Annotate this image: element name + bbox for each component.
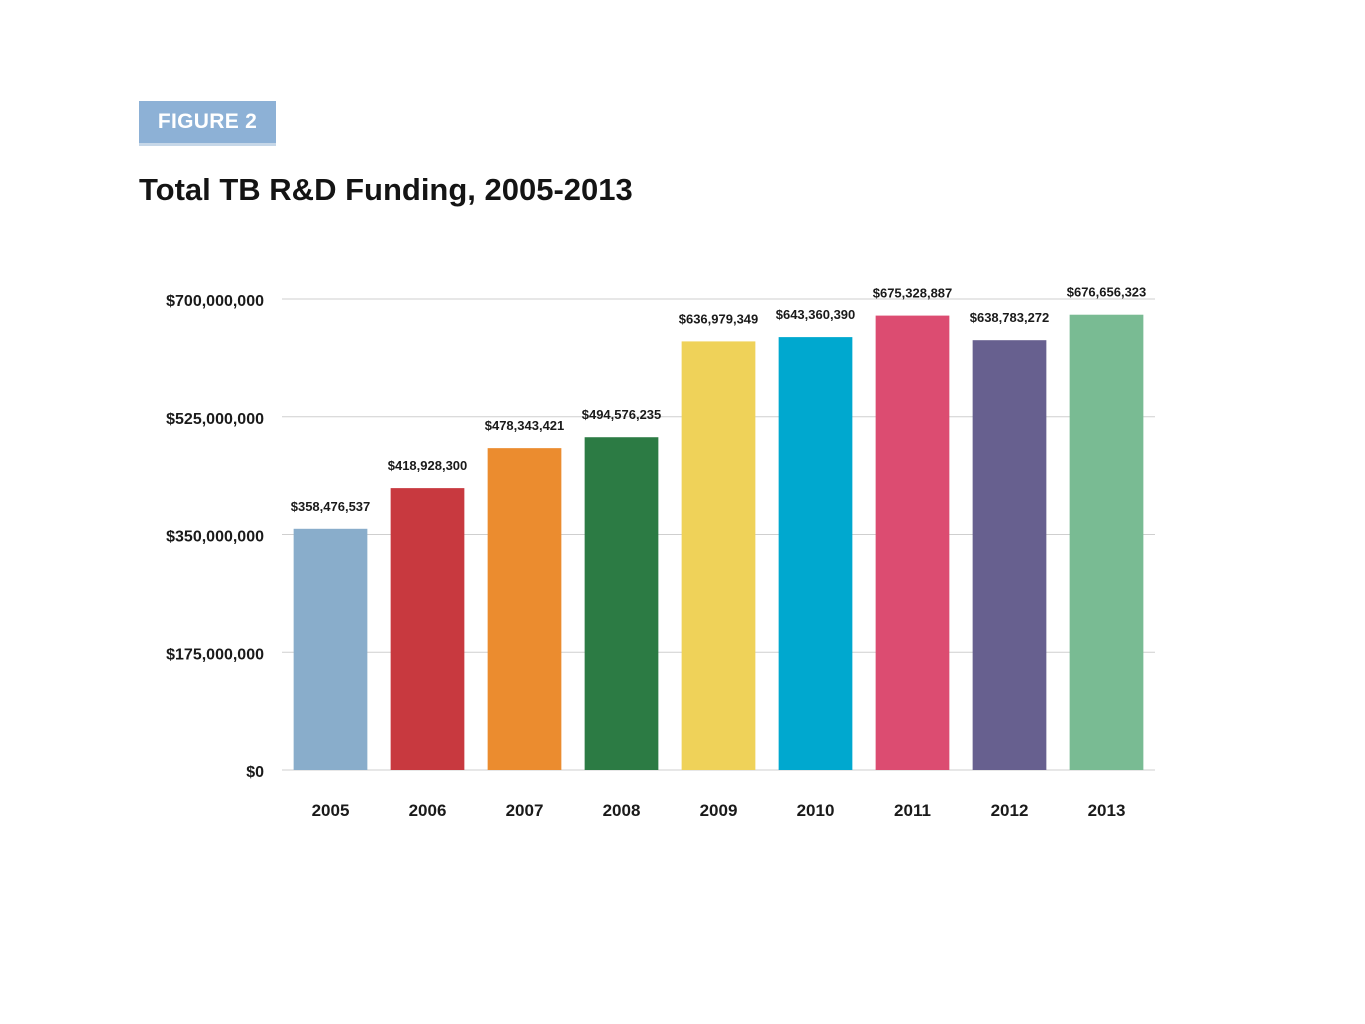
x-tick-label: 2005 [312,801,350,820]
bar-2013 [1069,314,1144,770]
bars [293,314,1144,770]
y-tick-label: $350,000,000 [166,529,264,546]
data-label-2005: $358,476,537 [291,499,371,514]
x-tick-label: 2007 [506,801,544,820]
chart-title: Total TB R&D Funding, 2005-2013 [139,172,633,207]
bar-2005 [293,528,368,770]
bar-2011 [875,315,950,770]
data-label-2013: $676,656,323 [1067,285,1147,300]
data-labels: $358,476,537 $418,928,300 $478,343,421 $494… [291,285,1147,514]
data-label-2009: $636,979,349 [679,311,759,326]
x-axis-tick-labels: 2005 2006 2007 2008 2009 2010 2011 2012 2013 [312,801,1126,820]
x-tick-label: 2011 [894,801,931,820]
x-tick-label: 2012 [991,801,1029,820]
data-label-2008: $494,576,235 [582,407,662,422]
y-tick-label: $175,000,000 [166,646,264,663]
bar-2009 [681,341,756,770]
x-tick-label: 2013 [1088,801,1126,820]
x-tick-label: 2009 [700,801,738,820]
y-tick-label: $525,000,000 [166,411,264,428]
bar-2010 [778,337,853,770]
x-tick-label: 2010 [797,801,835,820]
data-label-2006: $418,928,300 [388,458,468,473]
bar-2012 [972,340,1047,770]
data-label-2010: $643,360,390 [776,307,856,322]
data-label-2012: $638,783,272 [970,310,1050,325]
y-tick-label: $0 [246,764,264,781]
bar-2007 [487,448,562,770]
data-label-2007: $478,343,421 [485,418,565,433]
bar-2008 [584,437,659,770]
figure-badge: FIGURE 2 [139,101,276,143]
bar-2006 [390,488,465,770]
y-tick-label: $700,000,000 [166,293,264,310]
x-tick-label: 2006 [409,801,447,820]
y-axis-tick-labels: $0 $175,000,000 $350,000,000 $525,000,000 $7… [166,293,264,781]
data-label-2011: $675,328,887 [873,286,953,301]
x-tick-label: 2008 [603,801,641,820]
